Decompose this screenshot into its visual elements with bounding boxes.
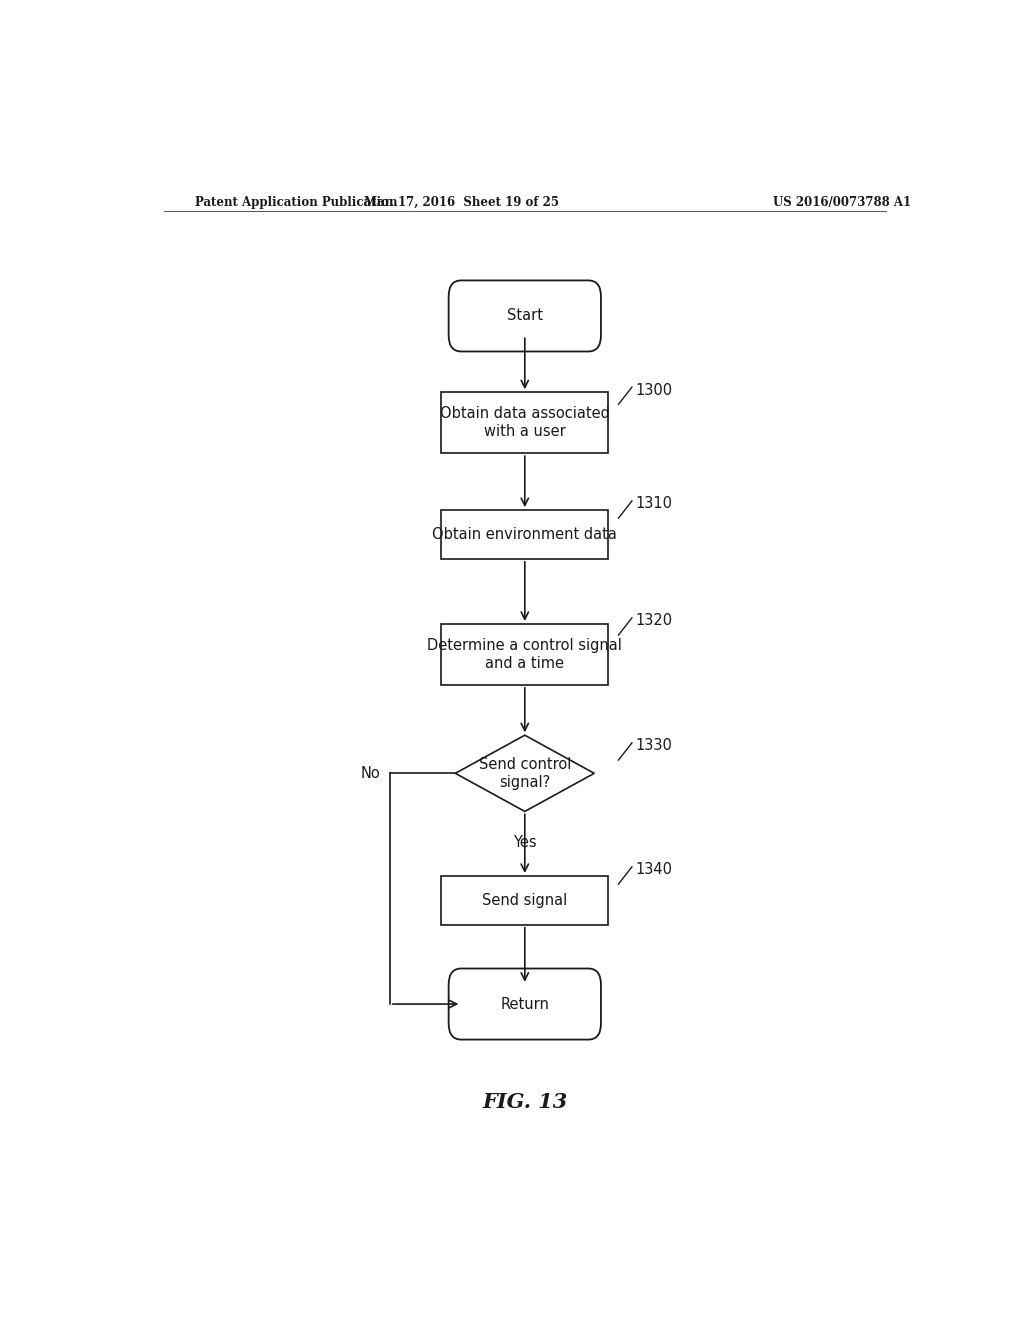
Bar [441, 392, 608, 453]
Text: 1330: 1330 [636, 738, 673, 754]
Text: Obtain environment data: Obtain environment data [432, 527, 617, 543]
Text: Start: Start [507, 309, 543, 323]
Text: No: No [360, 766, 380, 781]
Text: Return: Return [501, 997, 549, 1011]
FancyBboxPatch shape [449, 280, 601, 351]
Text: Send control
signal?: Send control signal? [478, 758, 571, 789]
Text: 1340: 1340 [636, 862, 673, 878]
Polygon shape [456, 735, 594, 812]
FancyBboxPatch shape [449, 969, 601, 1040]
Text: 1310: 1310 [636, 496, 673, 511]
Bar [441, 510, 608, 558]
Text: Yes: Yes [513, 836, 537, 850]
Bar [441, 624, 608, 685]
Text: Patent Application Publication: Patent Application Publication [196, 195, 398, 209]
Text: FIG. 13: FIG. 13 [482, 1092, 567, 1111]
Bar [441, 876, 608, 925]
Text: Send signal: Send signal [482, 892, 567, 908]
Text: 1320: 1320 [636, 614, 673, 628]
Text: Obtain data associated
with a user: Obtain data associated with a user [440, 407, 609, 438]
Text: 1300: 1300 [636, 383, 673, 397]
Text: Mar. 17, 2016  Sheet 19 of 25: Mar. 17, 2016 Sheet 19 of 25 [364, 195, 559, 209]
Text: US 2016/0073788 A1: US 2016/0073788 A1 [773, 195, 911, 209]
Text: Determine a control signal
and a time: Determine a control signal and a time [427, 638, 623, 671]
